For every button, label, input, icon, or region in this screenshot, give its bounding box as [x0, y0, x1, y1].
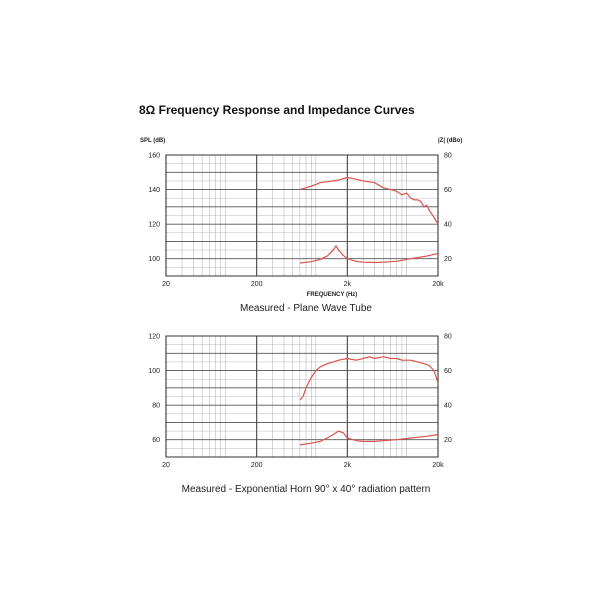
x-tick-label: 2k: [344, 281, 352, 288]
page-title: 8Ω Frequency Response and Impedance Curv…: [139, 103, 415, 117]
y-right-tick-label: 20: [444, 437, 452, 444]
y-left-tick-label: 80: [152, 403, 160, 410]
x-tick-label: 20: [162, 462, 170, 469]
y-left-tick-label: 120: [148, 222, 160, 229]
impedance-curve: [299, 245, 439, 264]
y-left-tick-label: 100: [148, 368, 160, 375]
plot-frame: [165, 335, 439, 458]
x-tick-label: 20: [162, 281, 170, 288]
y-right-tick-label: 60: [444, 368, 452, 375]
plot-frame: [165, 154, 439, 277]
spl-response-curve: [299, 176, 439, 225]
chart-caption: Measured - Plane Wave Tube: [240, 303, 372, 314]
y-right-tick-label: 80: [444, 153, 452, 160]
x-tick-label: 2k: [344, 462, 352, 469]
y-right-axis-label: |Z| (dBo): [438, 138, 462, 144]
y-right-tick-label: 20: [444, 256, 452, 263]
x-tick-label: 20k: [432, 462, 444, 469]
y-right-tick-label: 40: [444, 222, 452, 229]
y-left-tick-label: 160: [148, 153, 160, 160]
x-tick-label: 200: [251, 281, 263, 288]
x-tick-label: 200: [251, 462, 263, 469]
x-tick-label: 20k: [432, 281, 444, 288]
chart-caption: Measured - Exponential Horn 90° x 40° ra…: [182, 484, 431, 495]
y-left-tick-label: 60: [152, 437, 160, 444]
spl-response-curve: [299, 356, 439, 401]
y-left-axis-label: SPL (dB): [140, 138, 165, 144]
y-right-tick-label: 40: [444, 403, 452, 410]
y-right-tick-label: 80: [444, 334, 452, 341]
y-right-tick-label: 60: [444, 187, 452, 194]
y-left-tick-label: 140: [148, 187, 160, 194]
impedance-curve: [299, 430, 439, 446]
x-axis-label: FREQUENCY (Hz): [307, 292, 358, 298]
y-left-tick-label: 120: [148, 334, 160, 341]
y-left-tick-label: 100: [148, 256, 160, 263]
